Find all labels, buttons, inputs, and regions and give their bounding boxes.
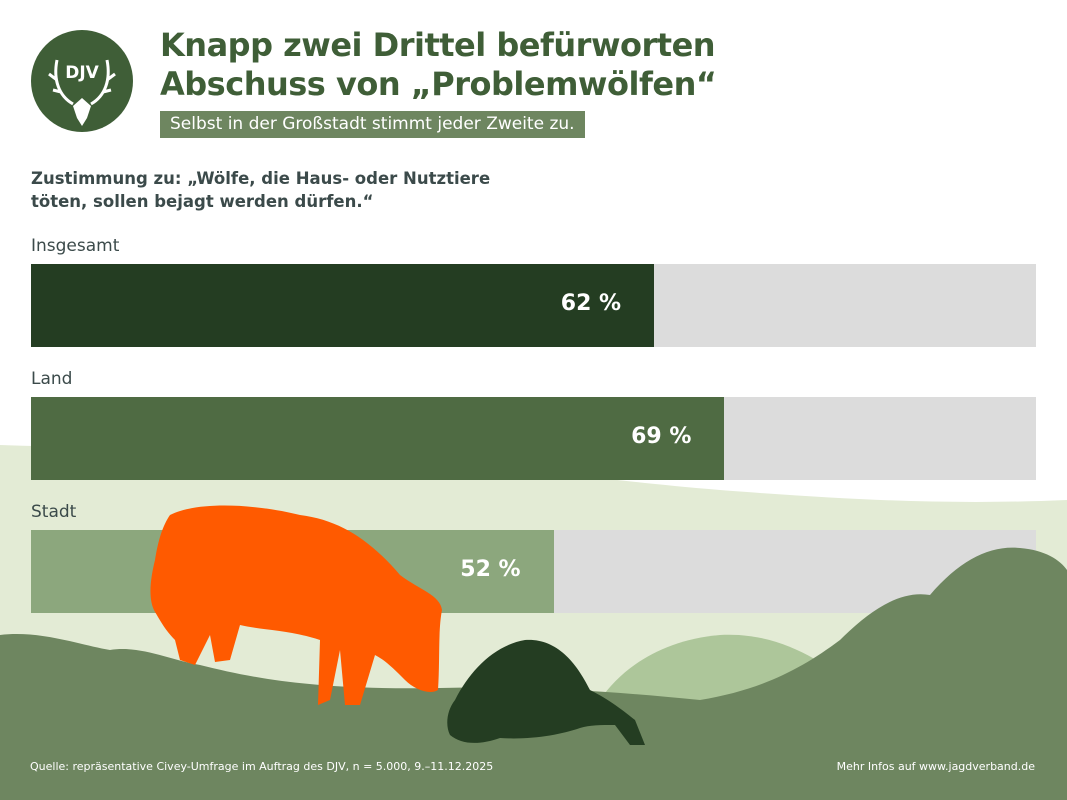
data-label: 69 %: [631, 424, 692, 449]
category-label: Land: [31, 369, 73, 389]
data-label: 52 %: [460, 557, 521, 582]
title-line-2: Abschuss von „Problemwölfen“: [160, 65, 717, 103]
wolf-silhouette: [150, 505, 442, 705]
title-line-1: Knapp zwei Drittel befürworten: [160, 26, 716, 64]
more-info-link[interactable]: Mehr Infos auf www.jagdverband.de: [836, 760, 1035, 773]
chart-title-line-1: Zustimmung zu: „Wölfe, die Haus- oder Nu…: [31, 169, 491, 188]
bar: 62 %: [31, 264, 655, 347]
djv-logo: DJV: [31, 30, 133, 132]
category-label: Stadt: [31, 502, 77, 522]
category-label: Insgesamt: [31, 236, 120, 256]
logo-text: DJV: [65, 63, 99, 83]
stag-icon: [48, 59, 116, 126]
source-note: Quelle: repräsentative Civey-Umfrage im …: [30, 760, 494, 773]
bar: 69 %: [31, 397, 725, 480]
sheep-silhouette: [447, 639, 645, 745]
subtitle: Selbst in der Großstadt stimmt jeder Zwe…: [160, 111, 585, 138]
chart-title-line-2: töten, sollen bejagt werden dürfen.“: [31, 192, 374, 211]
bar-track: 62 %: [31, 264, 1036, 347]
chart-title: Zustimmung zu: „Wölfe, die Haus- oder Nu…: [31, 167, 490, 213]
ground: [0, 547, 1067, 800]
data-label: 62 %: [560, 291, 622, 316]
bar-track: 69 %: [31, 397, 1036, 480]
page-title: Knapp zwei Drittel befürworten Abschuss …: [160, 26, 717, 104]
